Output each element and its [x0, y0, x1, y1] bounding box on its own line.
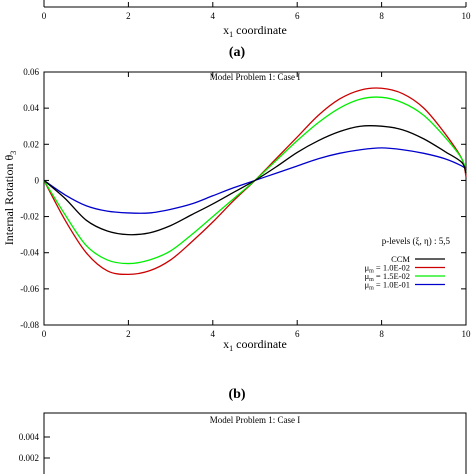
legend-entry-label: μm = 1.0E-02	[365, 263, 410, 275]
caption-b: (b)	[228, 387, 245, 402]
series-line-3	[43, 147, 467, 214]
bottom-panel: Model Problem 1: Case I 0.004 0.002	[19, 412, 467, 474]
y-tick-label: 0	[35, 175, 40, 185]
x-tick-label: 2	[126, 329, 131, 339]
y-tick-label: -0.06	[20, 284, 39, 294]
y-axis-label: Internal Rotation θ3	[2, 151, 18, 245]
series-line-2	[43, 96, 467, 265]
legend-entry-label: μm = 1.0E-01	[365, 280, 410, 292]
y-tick-label: -0.08	[20, 320, 39, 330]
y-tick-label: -0.02	[20, 212, 39, 222]
y-tick-label: -0.04	[20, 248, 39, 258]
x-tick-label: 4	[211, 329, 216, 339]
legend-title: p-levels (ξ, η) : 5,5	[382, 236, 451, 246]
series-lines	[43, 87, 467, 276]
x-tick-label: 0	[42, 329, 47, 339]
x-ticks: 0 2 4 6 8 10	[42, 72, 471, 339]
top-panel-x-ticks: 0 2 4 6 8 10	[42, 2, 471, 21]
y-tick-label: 0.04	[23, 103, 39, 113]
top-panel-x-tick-label: 10	[462, 11, 472, 21]
x-tick-label: 10	[462, 329, 472, 339]
bottom-panel-y-tick-label: 0.002	[19, 453, 39, 463]
middle-panel: Model Problem 1: Case I -0.08-0.06-0.04-…	[2, 67, 471, 402]
top-panel-x-tick-label: 4	[211, 11, 216, 21]
top-panel: 0 2 4 6 8 10 x1 coordinate (a)	[42, 0, 471, 60]
y-tick-label: 0.06	[23, 67, 39, 77]
series-line-0	[43, 124, 467, 236]
x-tick-label: 8	[379, 329, 384, 339]
bottom-panel-title: Model Problem 1: Case I	[210, 415, 301, 425]
caption-a: (a)	[229, 45, 246, 60]
chart-title: Model Problem 1: Case I	[210, 72, 301, 82]
top-panel-x-tick-label: 6	[295, 11, 300, 21]
bottom-panel-y-tick-label: 0.004	[19, 432, 40, 442]
x-axis-label: x1 coordinate	[223, 337, 287, 353]
top-panel-x-tick-label: 0	[42, 11, 47, 21]
legend-entry-label: CCM	[391, 254, 410, 264]
x-tick-label: 6	[295, 329, 300, 339]
series-line-1	[43, 87, 467, 276]
top-panel-x-tick-label: 8	[379, 11, 384, 21]
top-panel-x-axis-label: x1 coordinate	[223, 23, 287, 39]
y-ticks: -0.08 -0.06 -0.04 -0.02 0 0.02 0.04 0.06	[20, 67, 466, 330]
bottom-panel-frame	[43, 412, 467, 474]
y-tick-label: 0.02	[23, 139, 39, 149]
legend-entry-label: μm = 1.5E-02	[365, 271, 410, 283]
plot-frame	[43, 71, 467, 326]
top-panel-x-tick-label: 2	[126, 11, 131, 21]
